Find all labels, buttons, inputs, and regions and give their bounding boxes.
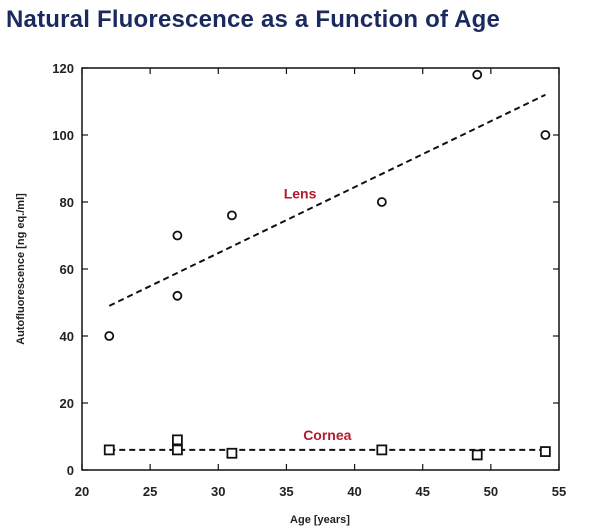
y-tick-label: 80 [60,195,74,210]
y-tick-label: 60 [60,262,74,277]
cornea-point [376,444,388,456]
x-axis-title: Age [years] [290,514,350,526]
cornea-point [171,444,183,456]
plot-frame [81,67,560,471]
x-tick-label: 30 [211,484,225,499]
x-tick-label: 35 [279,484,293,499]
lens-point [172,230,183,241]
y-tick-label: 120 [52,61,74,76]
trendlines [108,93,546,451]
lens-point [472,69,483,80]
lens-point [172,290,183,301]
x-tick-label: 45 [415,484,429,499]
cornea-point [539,446,551,457]
cornea-point [171,434,183,446]
cornea-point [226,447,238,459]
cornea-point [471,449,483,461]
lens-point [227,210,237,221]
y-tick-label: 0 [67,463,74,478]
x-tick-label: 50 [484,484,498,499]
y-axis-title: Autofluorescence [ng eq./ml] [15,193,27,345]
y-tick-label: 20 [60,396,74,411]
x-tick-label: 40 [347,484,361,499]
lens-point [104,331,115,341]
annotations: Lens Cornea [284,186,352,443]
data-points [103,69,551,461]
x-tick-label: 25 [143,484,157,499]
annotation-cornea: Cornea [303,427,351,443]
chart-title: Natural Fluorescence as a Function of Ag… [6,6,501,33]
x-tick-label: 55 [552,484,566,499]
x-tick-label: 20 [75,484,89,499]
annotation-lens: Lens [284,186,317,202]
lens-point [376,197,387,207]
lens-point [540,130,551,140]
y-tick-label: 100 [52,128,74,143]
cornea-point [103,444,115,456]
trendline-lens [108,93,546,307]
y-tick-label: 40 [60,329,74,344]
